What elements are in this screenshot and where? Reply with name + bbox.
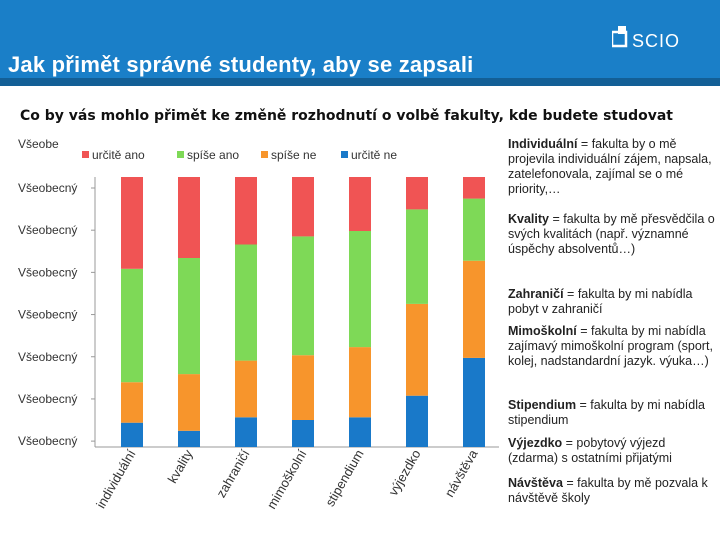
bar-segment [121,177,143,269]
bar-segment [235,244,257,361]
bar-segment [292,236,314,356]
header-bar [0,0,720,86]
x-tick-label: návštěva [442,446,481,499]
description-mimoskolni: Mimoškolní = fakulta by mi nabídla zajím… [508,324,713,368]
bar-segment [349,347,371,418]
bar-segment [292,355,314,420]
legend-swatch [177,151,184,158]
bar-segment [178,374,200,431]
bar-segment [463,260,485,358]
bar-segment [178,430,200,447]
bar-segment [406,177,428,210]
logo-square-filled [618,26,626,34]
bar-segment [463,177,485,199]
y-tick-label: Všeobecný [18,434,77,448]
logo-square-outline [612,30,628,48]
y-tick-label: Všeobecný [18,392,77,406]
scio-logo: SCIO [612,26,680,51]
x-tick-label: zahraničí [213,447,253,501]
legend-label: určitě ano [92,148,145,162]
page-title: Jak přimět správné studenty, aby se zaps… [8,52,474,77]
bar-segment [349,177,371,231]
bar-segment [349,417,371,447]
description-individualni: Individuální = fakulta by o mě projevila… [508,137,712,196]
bar-segment [121,382,143,423]
y-tick-label: Všeobecný [18,265,77,279]
stacked-bar-chart: Všeobe Všeobecný Všeobecný Všeobecný Všeobec… [18,137,499,512]
legend-swatch [261,151,268,158]
y-tick-label-top: Všeobe [18,137,59,151]
bar-segment [292,420,314,447]
header-bottom-stripe [0,78,720,86]
x-tick-label: stipendium [322,447,366,509]
bar-segment [235,360,257,418]
description-kvality: Kvality = fakulta by mě přesvědčila o sv… [508,212,715,256]
description-zahranici: Zahraničí = fakulta by mi nabídla pobyt … [508,287,693,316]
bar-segment [121,422,143,447]
bar-segment [406,209,428,304]
chart-subtitle: Co by vás mohlo přimět ke změně rozhodnu… [20,108,673,124]
bar-segment [463,198,485,261]
bar-segment [292,177,314,237]
y-tick-label: Všeobecný [18,308,77,322]
bar-segment [349,231,371,348]
y-tick-label: Všeobecný [18,223,77,237]
bar-segment [235,417,257,447]
y-tick-label: Všeobecný [18,350,77,364]
legend-swatch [341,151,348,158]
description-vyjezdko: Výjezdko = pobytový výjezd (zdarma) s os… [508,436,672,465]
x-tick-label: kvality [165,447,196,486]
bar-segment [406,303,428,396]
logo-text: SCIO [632,31,680,51]
description-stipendium: Stipendium = fakulta by mi nabídla stipe… [508,398,705,427]
bar-segment [121,268,143,383]
legend-swatch [82,151,89,158]
legend-label: spíše ano [187,148,239,162]
bar-segment [463,357,485,447]
description-navsteva: Návštěva = fakulta by mě pozvala k návšt… [508,476,708,505]
x-tick-label: individuální [93,447,139,511]
legend-label: spíše ne [271,148,317,162]
x-tick-label: výjezdko [385,447,423,498]
bar-segment [235,177,257,245]
bar-segment [406,395,428,447]
x-tick-label: mimoškolní [264,447,310,512]
y-tick-label: Všeobecný [18,181,77,195]
legend-label: určitě ne [351,148,397,162]
bar-segment [178,177,200,258]
bar-segment [178,258,200,375]
